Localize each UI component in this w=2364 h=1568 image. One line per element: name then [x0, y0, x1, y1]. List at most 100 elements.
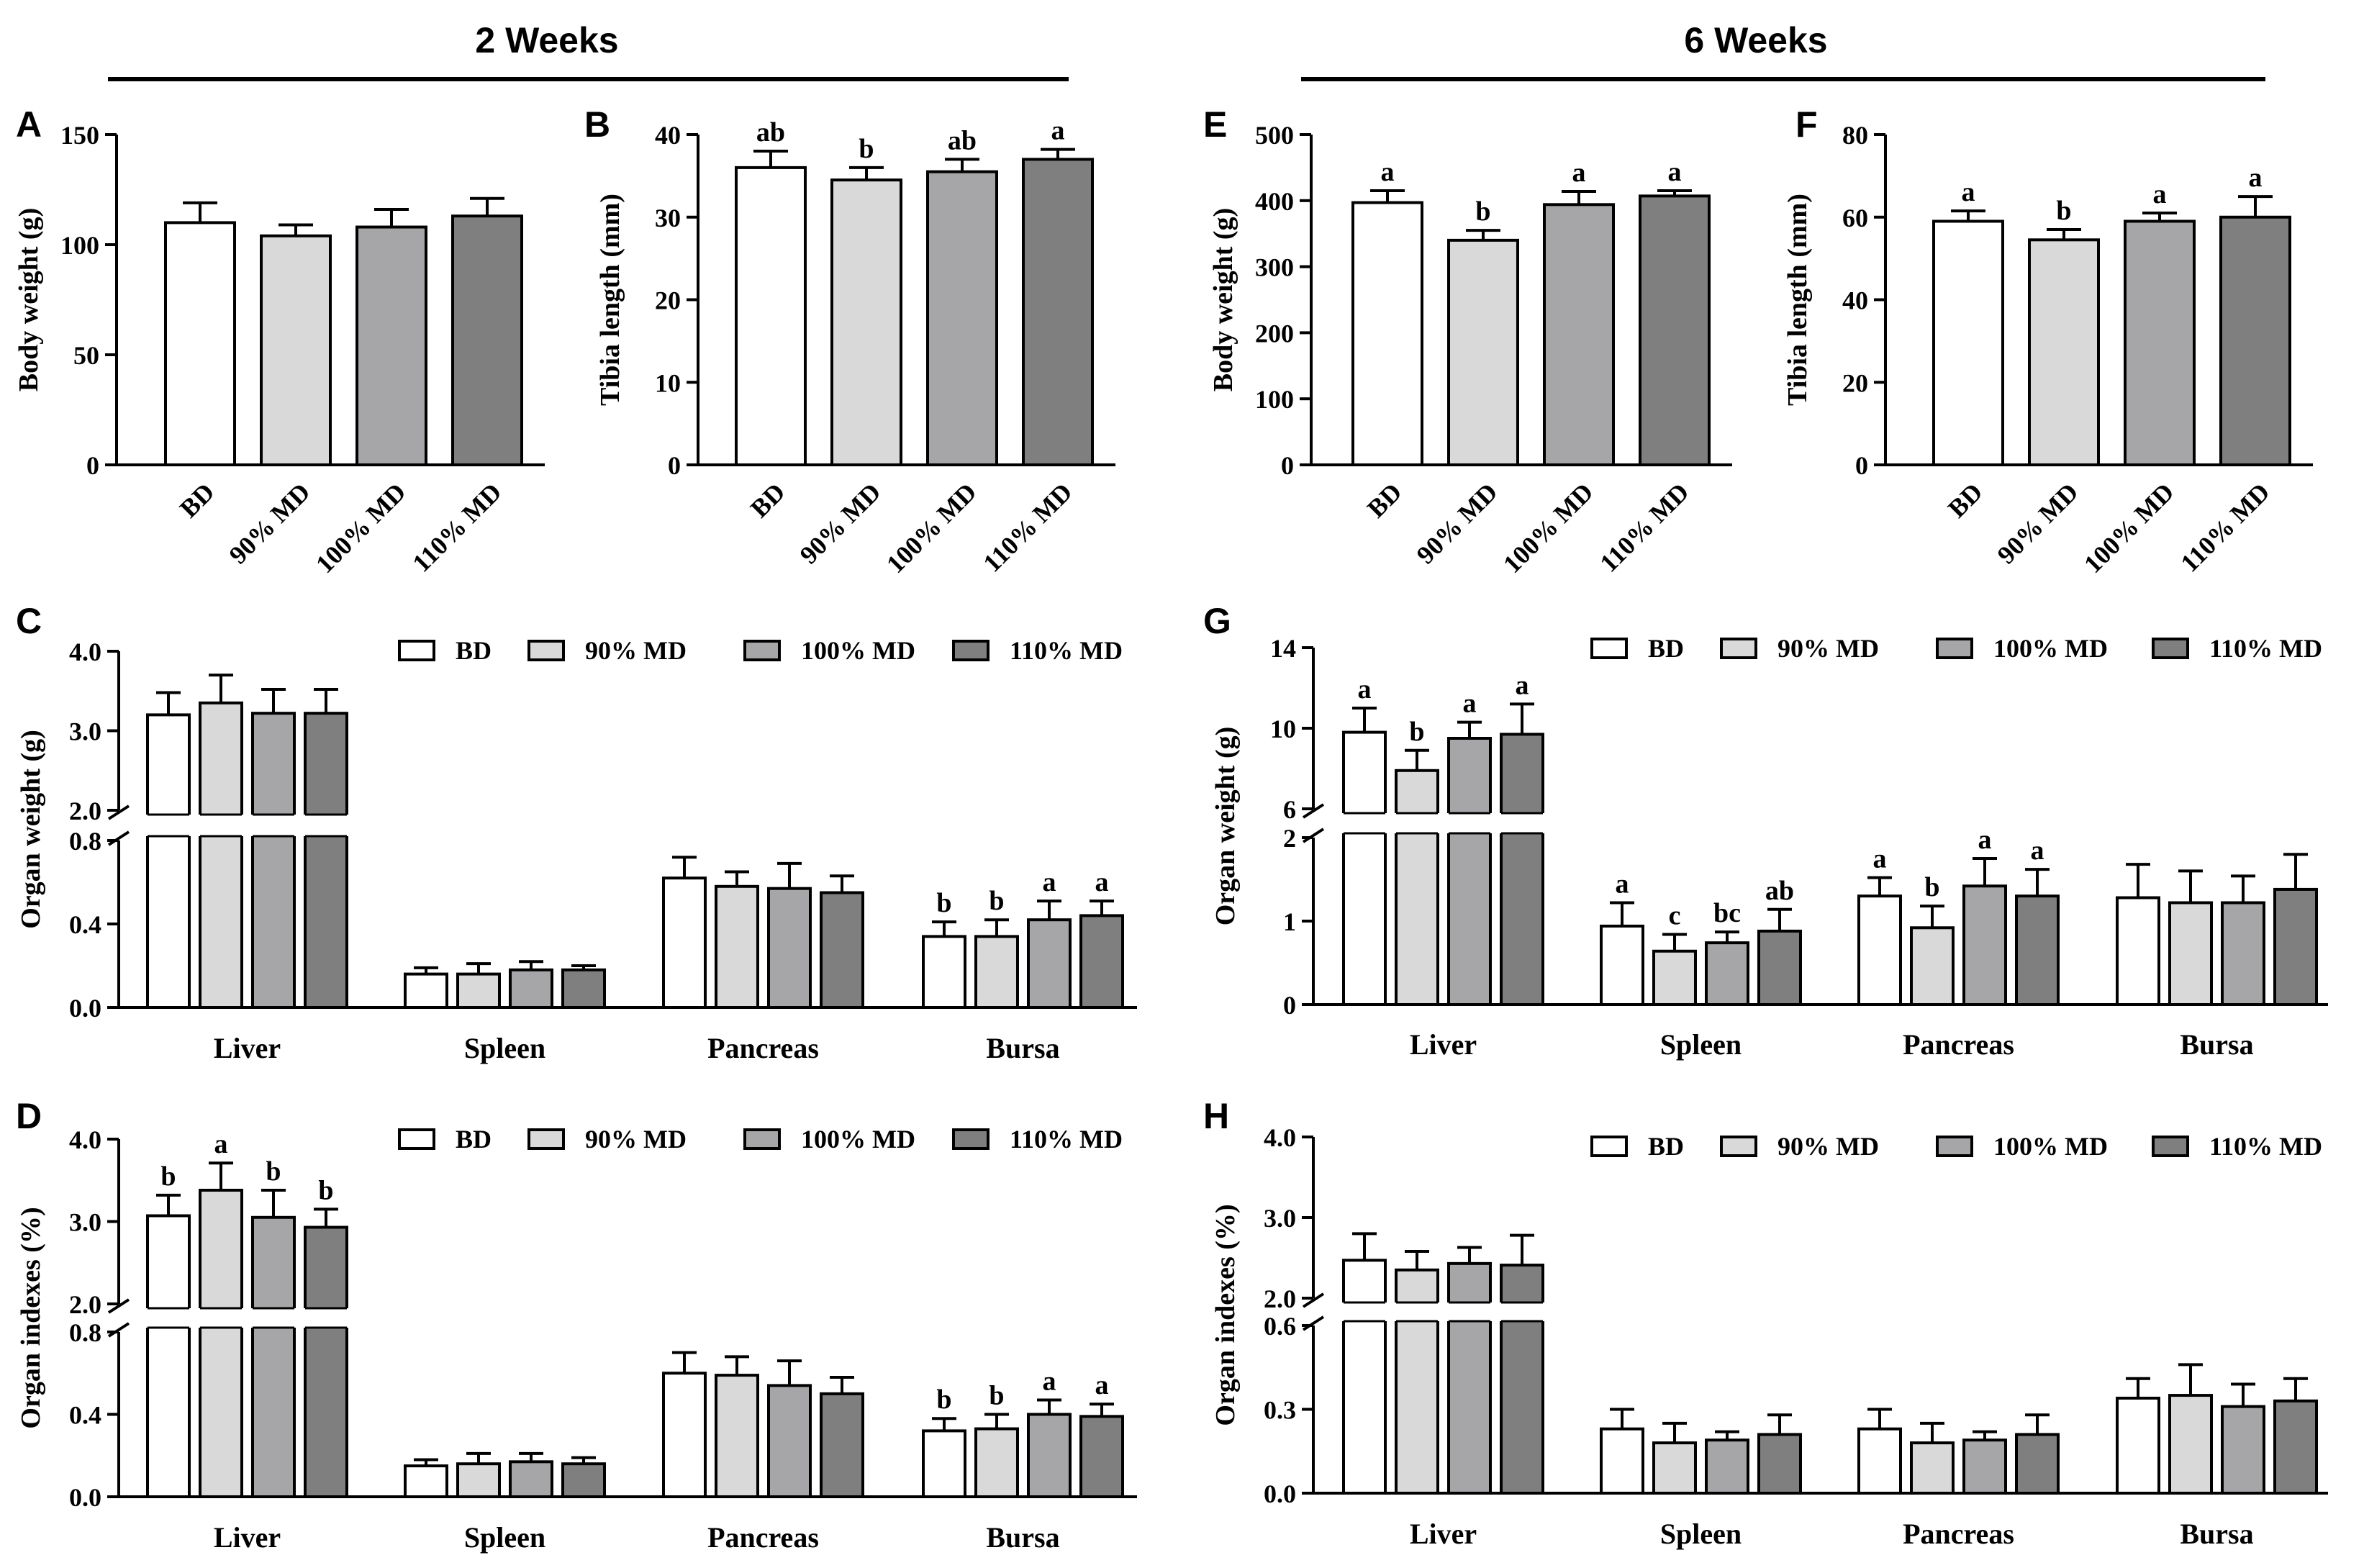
panel-f-y-tick-label: 20 — [1842, 368, 1868, 397]
panel-h-y-axis-label: Organ indexes (%) — [1210, 1204, 1241, 1426]
panel-d-x-tick-label: Bursa — [986, 1521, 1059, 1554]
panel-h-bar-pancreas-90pct-md — [1910, 1441, 1955, 1495]
panel-g-bar-pancreas-100pct-md — [1962, 884, 2007, 1007]
panel-h-legend-swatch-90pct-md — [1720, 1136, 1757, 1157]
panel-f-x-tick-label: 90% MD — [1992, 477, 2084, 569]
panel-f-x-tick-label: 100% MD — [2078, 477, 2180, 579]
panel-d-bar-break-gap — [301, 1308, 351, 1328]
panel-d-significance-letter: a — [1043, 1366, 1056, 1396]
panel-g-significance-letter: a — [1358, 674, 1372, 704]
panel-c-legend-swatch-110pct-md — [952, 640, 989, 661]
panel-h-legend-label: 90% MD — [1777, 1132, 1879, 1161]
panel-f-chart: 0 20 40 60 80 Tibia length (mm) a BD b 90% MD a 100… — [1783, 121, 2313, 579]
panel-d-bar-bursa-100pct-md — [1027, 1413, 1072, 1498]
panel-c-legend-swatch-bd — [398, 640, 435, 661]
panel-g-legend-label: 110% MD — [2209, 634, 2322, 663]
panel-d-bar-spleen-90pct-md — [456, 1462, 501, 1498]
panel-d-significance-letter: b — [266, 1156, 281, 1187]
panel-b-bar-110pct-md — [1022, 158, 1094, 467]
panel-d-legend-label: BD — [456, 1125, 492, 1154]
panel-d-significance-letter: b — [318, 1175, 333, 1205]
panel-g-legend-swatch-bd — [1590, 638, 1628, 659]
panel-g-bar-liver-110pct-md — [1500, 733, 1544, 1007]
panel-b-y-axis-label: Tibia length (mm) — [595, 194, 625, 406]
panel-h-bar-pancreas-100pct-md — [1962, 1438, 2007, 1495]
panel-h-bar-liver-110pct-md — [1500, 1264, 1544, 1495]
panel-b-x-tick-label: 110% MD — [977, 477, 1077, 577]
panel-f-significance-letter: a — [1962, 177, 1975, 207]
panel-g-x-tick-label: Bursa — [2180, 1028, 2253, 1061]
panel-a-bar-90pct-md — [260, 234, 332, 466]
panel-g-significance-letter: a — [1873, 844, 1887, 874]
panel-g-bar-liver-bd — [1342, 730, 1387, 1006]
panel-letter-c: C — [16, 601, 42, 641]
panel-c-y-tick-label: 0.4 — [69, 910, 101, 939]
panel-c-legend-label: BD — [456, 636, 492, 665]
panel-c-significance-letter: a — [1043, 867, 1056, 897]
panel-h-bar-break-gap — [1444, 1302, 1495, 1321]
panel-c-bar-spleen-110pct-md — [561, 968, 606, 1010]
panel-a-x-tick-label: BD — [174, 477, 220, 523]
panel-b-bar-bd — [735, 166, 807, 466]
panel-h-axis-break-mark — [1302, 1315, 1325, 1331]
panel-f-y-tick-label: 60 — [1842, 204, 1868, 232]
panel-c-x-tick-label: Spleen — [464, 1032, 545, 1064]
panel-c-x-tick-label: Bursa — [986, 1032, 1059, 1064]
panel-g-bar-spleen-100pct-md — [1705, 941, 1749, 1007]
panel-e-y-tick-label: 300 — [1255, 253, 1294, 282]
panel-a-y-tick-label: 50 — [73, 341, 99, 370]
panel-f-bar-90pct-md — [2028, 238, 2100, 466]
panel-d-bar-spleen-100pct-md — [509, 1460, 553, 1499]
panel-c-bar-bursa-100pct-md — [1027, 918, 1072, 1009]
panel-g-significance-letter: a — [1463, 689, 1477, 719]
panel-e-significance-letter: a — [1668, 157, 1682, 187]
panel-d-bar-bursa-110pct-md — [1079, 1415, 1124, 1499]
panel-f-y-axis-label: Tibia length (mm) — [1783, 194, 1813, 406]
panel-letter-a: A — [16, 104, 42, 145]
panel-g-bar-spleen-110pct-md — [1757, 929, 1802, 1007]
panel-h-bar-liver-bd — [1342, 1259, 1387, 1495]
panel-h-legend-label: 100% MD — [1993, 1132, 2108, 1161]
panel-f-significance-letter: b — [2056, 196, 2071, 226]
panel-f-x-tick-label: BD — [1942, 477, 1988, 523]
panel-b-significance-letter: b — [859, 134, 874, 164]
panel-g-legend-swatch-100pct-md — [1936, 638, 1973, 659]
panel-a-bar-100pct-md — [355, 225, 427, 466]
panel-b-y-tick-label: 40 — [655, 121, 681, 150]
panel-c-bar-break-gap — [248, 815, 299, 836]
panel-c-bar-bursa-110pct-md — [1079, 914, 1124, 1010]
panel-h-bar-spleen-90pct-md — [1652, 1441, 1697, 1495]
panel-d-x-tick-label: Pancreas — [707, 1521, 819, 1554]
panel-d-significance-letter: a — [1095, 1370, 1109, 1400]
panel-g-significance-letter: a — [2031, 835, 2044, 866]
panel-g-significance-letter: a — [1978, 825, 1992, 855]
panel-g-significance-letter: b — [1409, 717, 1424, 747]
panel-c-bar-pancreas-100pct-md — [767, 887, 812, 1009]
panel-c-bar-bursa-90pct-md — [974, 935, 1019, 1010]
panel-letter-b: B — [584, 104, 610, 145]
panel-c-significance-letter: b — [936, 888, 951, 918]
panel-h-legend-label: 110% MD — [2209, 1132, 2322, 1161]
panel-e-y-tick-label: 0 — [1281, 451, 1294, 480]
panel-c-x-tick-label: Liver — [214, 1032, 281, 1064]
panel-h-bar-pancreas-bd — [1857, 1427, 1902, 1495]
panel-g-significance-letter: a — [1616, 869, 1629, 899]
panel-g-y-tick-label: 0 — [1283, 991, 1296, 1020]
panel-h-bar-break-gap — [1339, 1302, 1390, 1321]
panel-d-chart: 0.0 0.4 0.82.0 3.0 4.0 Organ indexes (%) b a b b L… — [16, 1125, 1137, 1554]
panel-e-y-axis-label: Body weight (g) — [1208, 208, 1238, 391]
panel-h-x-tick-label: Liver — [1410, 1518, 1477, 1550]
panel-c-significance-letter: b — [989, 886, 1004, 916]
panel-b-significance-letter: ab — [948, 125, 977, 155]
panel-c-axis-break-mark — [107, 805, 130, 820]
panel-g-legend-swatch-90pct-md — [1720, 638, 1757, 659]
panel-d-legend-label: 100% MD — [801, 1125, 915, 1154]
panel-g-legend-label: 100% MD — [1993, 634, 2108, 663]
panel-g-x-tick-label: Pancreas — [1903, 1028, 2014, 1061]
panel-e-y-tick-label: 100 — [1255, 385, 1294, 414]
panel-d-x-tick-label: Liver — [214, 1521, 281, 1554]
panel-c-bar-spleen-bd — [404, 972, 448, 1009]
panel-d-bar-pancreas-110pct-md — [820, 1392, 864, 1498]
